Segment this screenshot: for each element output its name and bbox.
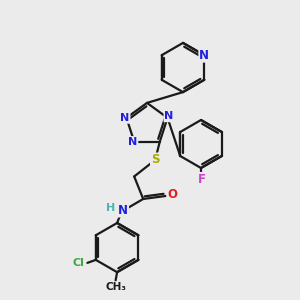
Text: N: N — [164, 111, 174, 121]
Text: H: H — [106, 203, 116, 213]
Text: F: F — [198, 173, 206, 186]
Text: CH₃: CH₃ — [105, 282, 126, 292]
Text: N: N — [128, 137, 137, 147]
Text: N: N — [199, 49, 209, 62]
Text: S: S — [151, 154, 159, 166]
Text: N: N — [118, 204, 128, 217]
Text: Cl: Cl — [73, 259, 84, 269]
Text: O: O — [167, 188, 177, 201]
Text: N: N — [120, 113, 130, 123]
